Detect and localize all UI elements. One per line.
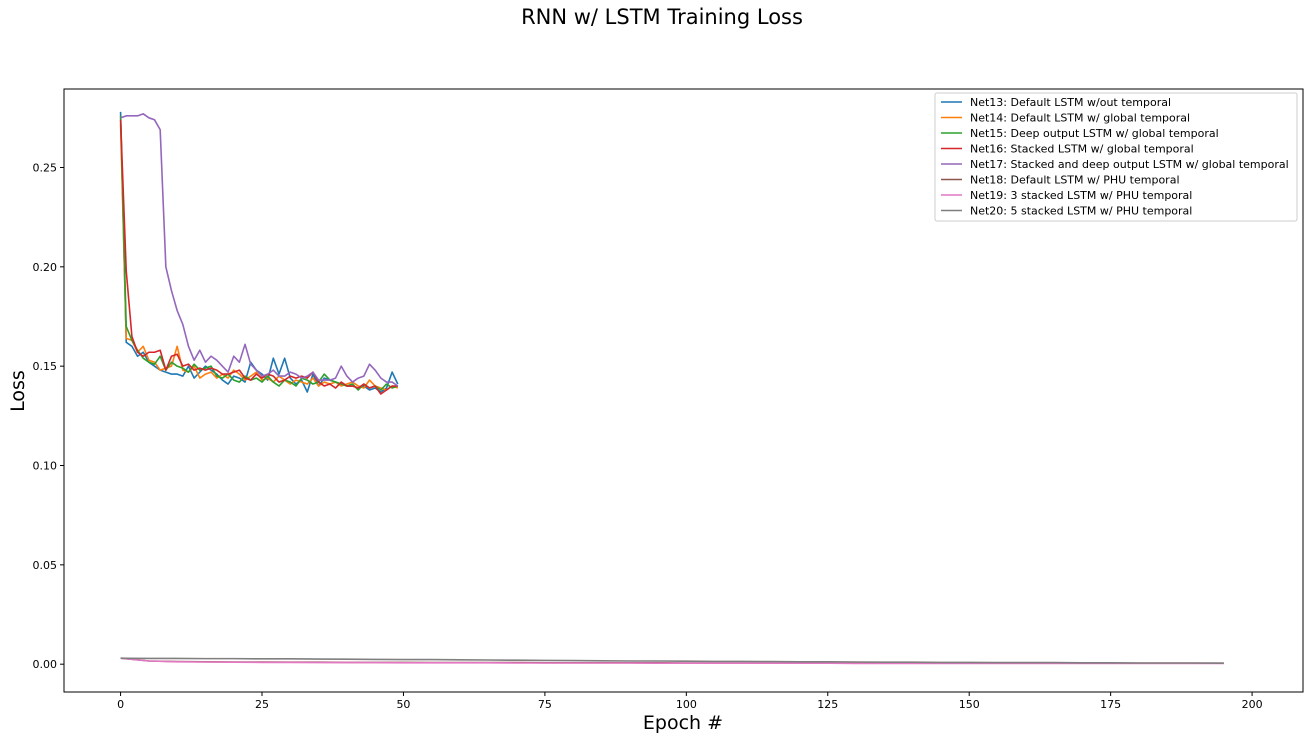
x-axis-title: Epoch # [643,712,723,734]
x-axis-ticks: 0 25 50 75 100 125 150 175 200 [117,692,1263,711]
legend-label: Net14: Default LSTM w/ global temporal [970,112,1190,125]
legend-label: Net16: Stacked LSTM w/ global temporal [970,143,1194,156]
y-tick-label: 0.15 [33,360,58,373]
legend-label: Net15: Deep output LSTM w/ global tempor… [970,127,1219,140]
x-tick-label: 50 [396,698,410,711]
y-tick-label: 0.00 [33,658,58,671]
y-axis-title: Loss [7,370,29,412]
x-tick-label: 75 [538,698,552,711]
x-tick-label: 125 [817,698,838,711]
legend-label: Net13: Default LSTM w/out temporal [970,96,1171,109]
series-line-net13 [119,111,399,393]
x-tick-label: 200 [1242,698,1263,711]
x-tick-label: 0 [117,698,124,711]
plot-frame [63,88,1304,693]
legend-label: Net17: Stacked and deep output LSTM w/ g… [970,158,1289,171]
y-tick-label: 0.25 [33,161,58,174]
legend-label: Net18: Default LSTM w/ PHU temporal [970,174,1180,187]
legend-box [934,92,1298,222]
series-line-net16 [119,119,398,395]
y-tick-label: 0.20 [33,261,58,274]
legend-label: Net19: 3 stacked LSTM w/ PHU temporal [970,189,1192,202]
series-line-net15 [119,115,399,391]
series-line-net17 [120,113,399,387]
plot-lines [119,111,1224,665]
legend: Net13: Default LSTM w/out temporal Net14:… [934,92,1298,222]
y-axis-ticks: 0.00 0.05 0.10 0.15 0.20 0.25 [33,161,64,671]
x-tick-label: 150 [959,698,980,711]
x-tick-label: 100 [676,698,697,711]
y-tick-label: 0.05 [33,559,58,572]
series-line-net20 [120,657,1224,664]
chart-title: RNN w/ LSTM Training Loss [521,5,803,29]
legend-label: Net20: 5 stacked LSTM w/ PHU temporal [970,205,1192,218]
x-tick-label: 25 [255,698,269,711]
y-tick-label: 0.10 [33,460,58,473]
x-tick-label: 175 [1100,698,1121,711]
